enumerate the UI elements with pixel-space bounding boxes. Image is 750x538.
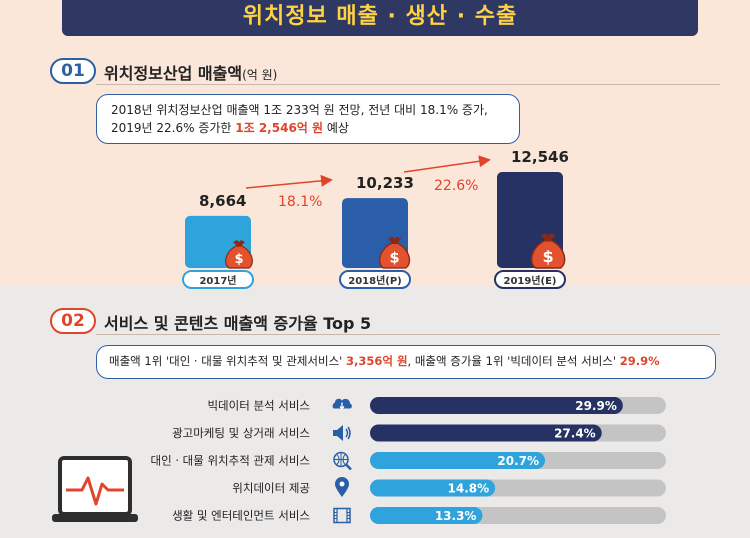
service-label: 위치데이터 제공 bbox=[232, 481, 310, 495]
category-pill bbox=[494, 270, 566, 289]
service-label: 생활 및 엔터테인먼트 서비스 bbox=[172, 509, 310, 523]
callout2-highlight1: 3,356억 원 bbox=[345, 354, 408, 368]
category-label: 2018년(P) bbox=[348, 274, 402, 287]
growth-value-label: 13.3% bbox=[435, 509, 477, 523]
section2-number: 02 bbox=[50, 308, 96, 334]
money-bag-icon: $ bbox=[225, 240, 253, 269]
callout-line2: 2019년 22.6% 증가한 1조 2,546억 원 예상 bbox=[111, 119, 505, 137]
section1-title: 위치정보산업 매출액(억 원) bbox=[104, 60, 277, 84]
growth-bar bbox=[370, 479, 496, 497]
banner-title: 위치정보 매출 · 생산 · 수출 bbox=[242, 4, 518, 29]
section2-rule bbox=[96, 334, 720, 335]
callout-line1: 2018년 위치정보산업 매출액 1조 233억 원 전망, 전년 대비 18.… bbox=[111, 103, 488, 117]
revenue-value-label: 10,233 bbox=[356, 174, 414, 192]
growth-bar bbox=[370, 424, 602, 442]
section1-callout: 2018년 위치정보산업 매출액 1조 233억 원 전망, 전년 대비 18.… bbox=[96, 94, 520, 144]
growth-value-label: 29.9% bbox=[575, 399, 617, 413]
growth-rate-label: 22.6% bbox=[434, 178, 478, 194]
svg-text:$: $ bbox=[234, 252, 243, 267]
money-bag-icon: $ bbox=[530, 233, 566, 269]
growth-value-label: 27.4% bbox=[554, 427, 596, 441]
section1-title-text: 위치정보산업 매출액 bbox=[104, 64, 243, 83]
section2-title: 서비스 및 콘텐츠 매출액 증가율 Top 5 bbox=[104, 314, 372, 333]
growth-bar bbox=[370, 397, 623, 414]
speaker-icon bbox=[333, 425, 351, 441]
laptop-icon bbox=[52, 456, 138, 522]
film-strip-icon bbox=[333, 507, 351, 524]
callout2-highlight2: 29.9% bbox=[619, 354, 660, 368]
section1-number: 01 bbox=[50, 58, 96, 84]
growth-bar-chart: 빅데이터 분석 서비스 29.9% 광고마케팅 및 상거래 서비스 27.4% 대인 ·… bbox=[151, 397, 666, 524]
revenue-bar-chart: 8,664 2017년 $10,233 2018년(P) $12,546 2019년(E)… bbox=[182, 148, 569, 289]
category-pill bbox=[339, 270, 411, 289]
callout-line2-post: 예상 bbox=[323, 121, 349, 135]
growth-bar bbox=[370, 507, 483, 524]
category-label: 2019년(E) bbox=[503, 274, 556, 287]
callout2-pre: 매출액 1위 '대인 · 대물 위치추적 및 관제서비스' bbox=[109, 354, 346, 368]
page-banner: 위치정보 매출 · 생산 · 수출 bbox=[62, 0, 698, 36]
revenue-value-label: 12,546 bbox=[511, 148, 569, 166]
callout-line2-highlight: 1조 2,546억 원 bbox=[235, 121, 324, 135]
money-bag-icon: $ bbox=[378, 236, 411, 269]
cloud-download-icon bbox=[332, 398, 352, 410]
section1-rule bbox=[96, 84, 720, 85]
service-label: 광고마케팅 및 상거래 서비스 bbox=[172, 426, 310, 440]
growth-arrow bbox=[403, 155, 491, 173]
growth-value-label: 20.7% bbox=[497, 454, 539, 468]
service-label: 대인 · 대물 위치추적 관제 서비스 bbox=[151, 454, 310, 468]
section2-callout: 매출액 1위 '대인 · 대물 위치추적 및 관제서비스' 3,356억 원, … bbox=[96, 345, 716, 379]
revenue-value-label: 8,664 bbox=[199, 192, 246, 210]
category-label: 2017년 bbox=[199, 274, 236, 287]
svg-text:$: $ bbox=[389, 249, 399, 266]
callout-line2-pre: 2019년 22.6% 증가한 bbox=[111, 121, 236, 135]
category-pill bbox=[182, 270, 254, 289]
callout2-mid: , 매출액 증가율 1위 '빅데이터 분석 서비스' bbox=[407, 354, 620, 368]
growth-bar bbox=[370, 452, 546, 469]
growth-rate-label: 18.1% bbox=[278, 194, 322, 210]
section1-unit: (억 원) bbox=[242, 68, 278, 82]
svg-text:$: $ bbox=[543, 247, 554, 266]
growth-arrow bbox=[245, 174, 333, 189]
globe-search-icon bbox=[333, 451, 352, 471]
location-pin-icon bbox=[335, 477, 349, 497]
service-label: 빅데이터 분석 서비스 bbox=[207, 399, 310, 413]
growth-value-label: 14.8% bbox=[448, 482, 490, 496]
